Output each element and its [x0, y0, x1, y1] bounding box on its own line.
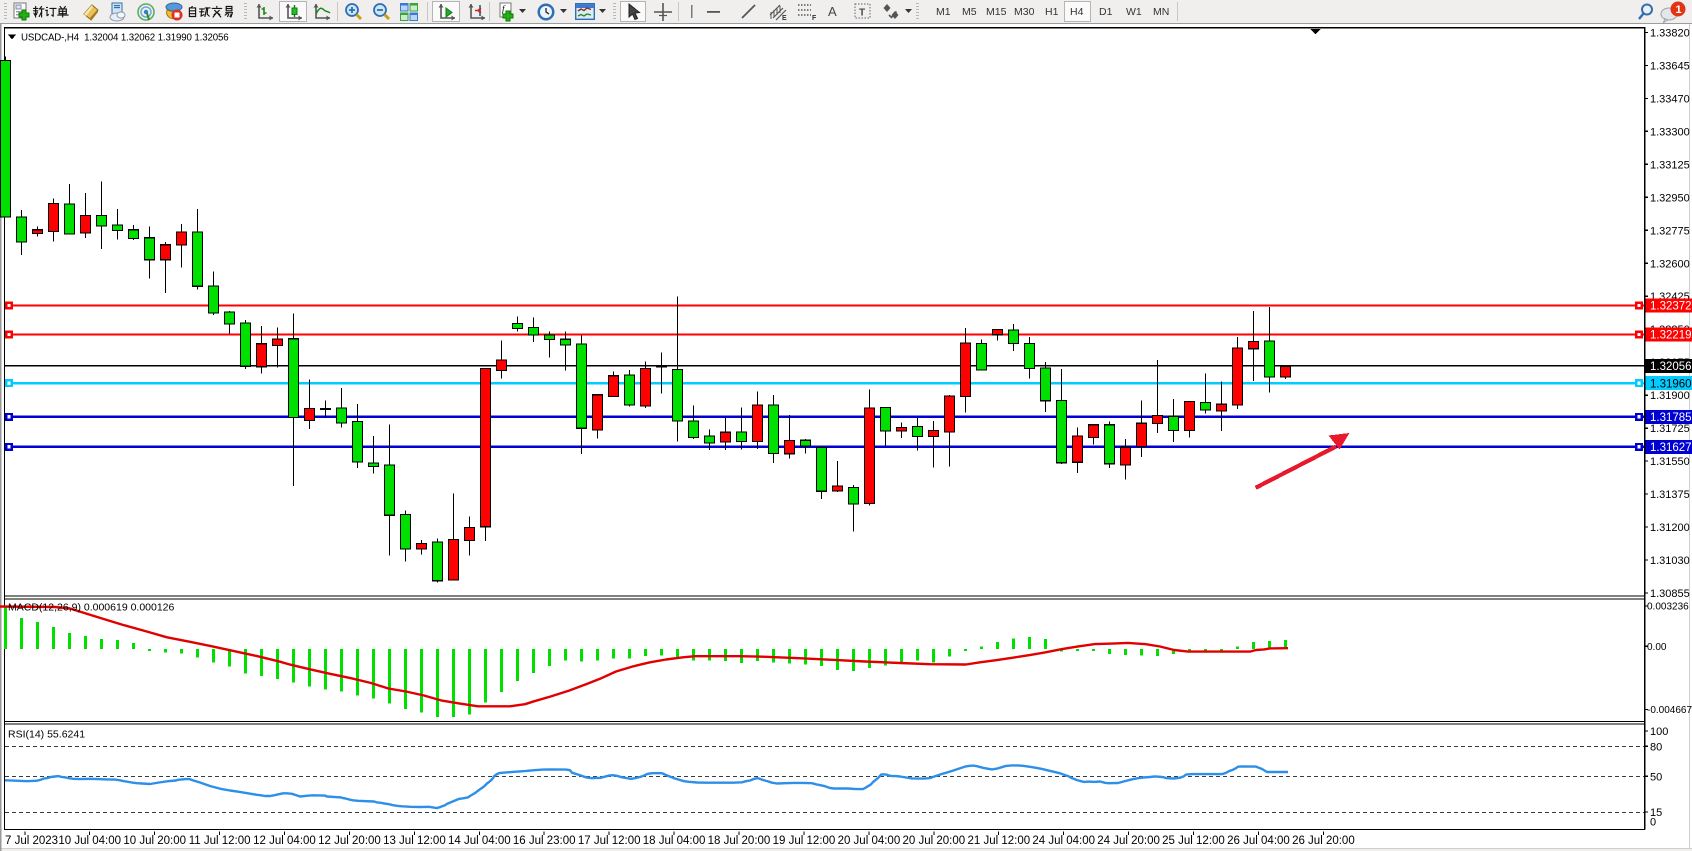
svg-text:1.30855: 1.30855 — [1650, 588, 1690, 600]
svg-text:17 Jul 12:00: 17 Jul 12:00 — [578, 835, 641, 847]
svg-text:1.31960: 1.31960 — [1650, 378, 1692, 390]
svg-text:20 Jul 04:00: 20 Jul 04:00 — [838, 835, 901, 847]
svg-text:1.31375: 1.31375 — [1650, 489, 1690, 501]
svg-text:12 Jul 04:00: 12 Jul 04:00 — [253, 835, 316, 847]
svg-text:1.33300: 1.33300 — [1650, 126, 1690, 138]
svg-text:18 Jul 20:00: 18 Jul 20:00 — [708, 835, 771, 847]
svg-text:100: 100 — [1650, 726, 1668, 738]
svg-text:26 Jul 20:00: 26 Jul 20:00 — [1292, 835, 1355, 847]
svg-text:1.32372: 1.32372 — [1650, 301, 1692, 313]
svg-text:RSI(14) 55.6241: RSI(14) 55.6241 — [8, 729, 85, 741]
svg-text:0.003236: 0.003236 — [1647, 602, 1689, 613]
svg-text:MACD(12,26,9) 0.000619 0.00012: MACD(12,26,9) 0.000619 0.000126 — [8, 602, 175, 614]
svg-text:11 Jul 12:00: 11 Jul 12:00 — [189, 835, 251, 847]
svg-text:0.00: 0.00 — [1647, 642, 1667, 653]
svg-text:13 Jul 12:00: 13 Jul 12:00 — [383, 835, 446, 847]
svg-text:1.33125: 1.33125 — [1650, 159, 1690, 171]
svg-text:1.33470: 1.33470 — [1650, 93, 1690, 105]
svg-text:10 Jul 04:00: 10 Jul 04:00 — [58, 835, 121, 847]
svg-text:15: 15 — [1650, 807, 1662, 819]
svg-text:T: T — [859, 8, 865, 19]
svg-text:1.32056: 1.32056 — [1650, 361, 1692, 373]
svg-text:1.31550: 1.31550 — [1650, 456, 1690, 468]
svg-text:-0.004667: -0.004667 — [1647, 705, 1692, 716]
svg-text:1.31627: 1.31627 — [1650, 442, 1692, 454]
svg-text:1.33820: 1.33820 — [1650, 27, 1690, 39]
svg-text:7 Jul 2023: 7 Jul 2023 — [5, 835, 58, 847]
svg-text:21 Jul 12:00: 21 Jul 12:00 — [967, 835, 1030, 847]
svg-text:1.32950: 1.32950 — [1650, 192, 1690, 204]
svg-text:1.33645: 1.33645 — [1650, 60, 1690, 72]
svg-text:16 Jul 23:00: 16 Jul 23:00 — [513, 835, 576, 847]
svg-text:12 Jul 20:00: 12 Jul 20:00 — [318, 835, 381, 847]
svg-text:50: 50 — [1650, 771, 1662, 783]
svg-text:1.32219: 1.32219 — [1650, 330, 1692, 342]
svg-text:14 Jul 04:00: 14 Jul 04:00 — [448, 835, 511, 847]
svg-text:20 Jul 20:00: 20 Jul 20:00 — [902, 835, 965, 847]
svg-text:24 Jul 04:00: 24 Jul 04:00 — [1032, 835, 1095, 847]
svg-text:25 Jul 12:00: 25 Jul 12:00 — [1162, 835, 1225, 847]
svg-text:1.31200: 1.31200 — [1650, 522, 1690, 534]
svg-text:0: 0 — [1650, 817, 1656, 829]
svg-text:19 Jul 12:00: 19 Jul 12:00 — [773, 835, 836, 847]
svg-text:26 Jul 04:00: 26 Jul 04:00 — [1227, 835, 1290, 847]
svg-text:F: F — [812, 15, 817, 22]
svg-text:1.32775: 1.32775 — [1650, 225, 1690, 237]
svg-text:1.32600: 1.32600 — [1650, 258, 1690, 270]
svg-text:1: 1 — [1676, 4, 1682, 16]
svg-text:1.31030: 1.31030 — [1650, 555, 1690, 567]
svg-text:1.31900: 1.31900 — [1650, 390, 1690, 402]
svg-text:1.31785: 1.31785 — [1650, 412, 1692, 424]
svg-text:USDCAD-,H4 1.32004 1.32062 1.: USDCAD-,H4 1.32004 1.32062 1.31990 1.320… — [21, 33, 229, 44]
svg-text:80: 80 — [1650, 741, 1662, 753]
svg-text:18 Jul 04:00: 18 Jul 04:00 — [643, 835, 706, 847]
svg-text:f: f — [502, 4, 506, 14]
svg-text:24 Jul 20:00: 24 Jul 20:00 — [1097, 835, 1160, 847]
svg-text:10 Jul 20:00: 10 Jul 20:00 — [123, 835, 186, 847]
svg-text:E: E — [782, 15, 787, 22]
svg-text:1.31725: 1.31725 — [1650, 423, 1690, 435]
